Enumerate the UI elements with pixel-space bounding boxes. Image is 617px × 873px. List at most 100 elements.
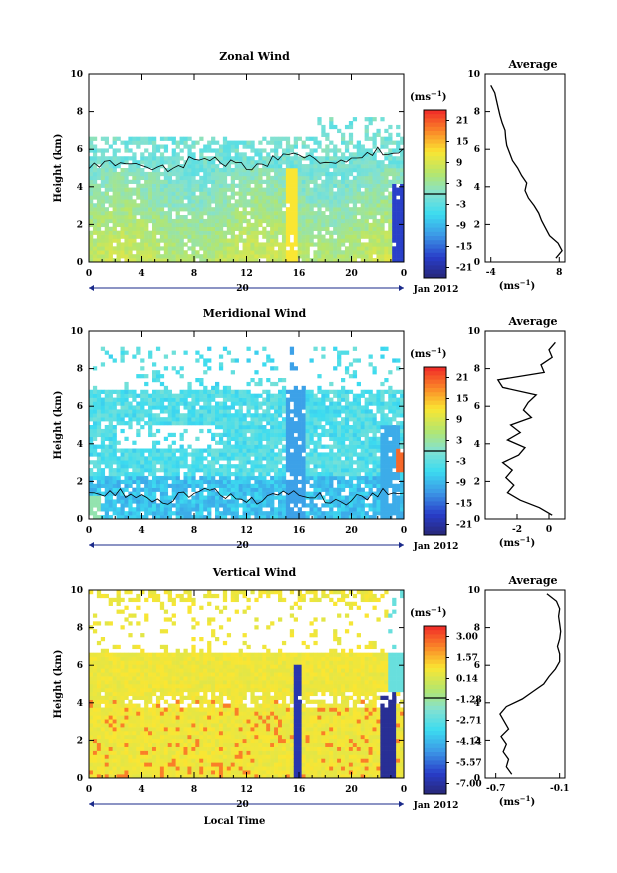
heatmap-cell [100,148,106,153]
heatmap-cell [116,487,121,492]
heatmap-cell [309,226,314,231]
heatmap-cell [344,370,350,375]
heatmap-cell [171,464,176,469]
heatmap-cell [388,515,393,520]
heatmap-cell [195,413,200,418]
heatmap-cell [313,511,318,516]
heatmap-cell [325,246,330,251]
heatmap-cell [360,215,365,220]
heatmap-cell [392,405,397,410]
x-tick-label: 4 [138,269,144,279]
heatmap-cell [175,238,180,243]
heatmap-cell [207,234,212,239]
heatmap-cell [293,140,298,145]
heatmap-cell [144,515,149,520]
heatmap-cell [352,211,358,216]
heatmap-cell [388,199,393,204]
heatmap-cell [203,495,208,500]
heatmap-cell [183,191,188,196]
heatmap-cell [262,168,267,173]
heatmap-cell [400,207,405,212]
heatmap-cell [266,203,271,208]
heatmap-cell [321,487,326,492]
heatmap-cell [215,199,220,204]
heatmap-cell [104,179,109,184]
heatmap-cell [175,503,180,508]
heatmap-cell [380,381,385,387]
heatmap-cell [132,409,137,414]
heatmap-cell [183,507,188,512]
heatmap-cell [321,148,326,153]
heatmap-cell [305,250,310,255]
heatmap-cell [120,203,125,208]
heatmap-cell [128,511,133,516]
heatmap-cell [301,179,306,184]
heatmap-cell [337,515,342,520]
heatmap-cell [203,250,208,255]
heatmap-cell [96,242,102,247]
heatmap-cell [136,171,141,177]
heatmap-cell [234,140,239,145]
heatmap-cell [376,226,381,231]
heatmap-cell [329,417,334,422]
heatmap-cell [360,246,365,251]
heatmap-cell [341,203,346,208]
heatmap-cell [148,175,153,181]
heatmap-cell [329,425,334,430]
heatmap-cell [226,215,232,220]
heatmap-cell [364,164,369,169]
heatmap-cell [396,475,401,481]
heatmap-cell [313,171,318,177]
heatmap-cell [250,195,255,200]
heatmap-cell [297,238,302,243]
heatmap-cell [270,164,275,169]
heatmap-cell [392,456,397,461]
heatmap-cell [187,389,192,394]
heatmap-cell [297,164,302,169]
heatmap-cell [159,487,165,492]
heatmap-cell [187,503,192,508]
heatmap-cell [132,152,137,157]
heatmap-cell [120,358,125,363]
heatmap-cell [317,464,322,469]
heatmap-cell [364,195,369,200]
heatmap-cell [356,246,361,251]
heatmap-cell [89,652,94,657]
heatmap-cell [112,246,117,251]
heatmap-cell [187,385,192,391]
heatmap-cell [297,495,302,500]
heatmap-cell [266,358,271,363]
heatmap-cell [120,511,125,516]
heatmap-cell [400,183,405,188]
heatmap-cell [266,354,271,359]
heatmap-cell [301,460,306,465]
heatmap-cell [100,195,106,200]
heatmap-cell [187,507,192,512]
heatmap-cell [195,397,200,402]
heatmap-cell [203,413,208,418]
heatmap-cell [175,468,180,473]
heatmap-cell [388,238,393,243]
heatmap-cell [258,183,263,188]
heatmap-cell [159,495,165,500]
heatmap-cell [124,405,129,410]
heatmap-cell [112,160,117,165]
heatmap-cell [222,242,228,247]
heatmap-cell [155,258,161,263]
heatmap-cell [380,393,385,398]
heatmap-cell [136,417,141,422]
heatmap-cell [289,222,295,228]
heatmap-cell [372,515,377,520]
heatmap-cell [352,460,358,465]
heatmap-cell [120,171,125,177]
heatmap-cell [136,168,141,173]
heatmap-cell [274,140,279,145]
heatmap-cell [112,187,117,192]
heatmap-cell [92,515,98,520]
heatmap-cell [128,230,133,235]
heatmap-cell [215,226,220,231]
heatmap-cell [281,409,287,414]
heatmap-cell [187,405,192,410]
heatmap-cell [301,199,306,204]
heatmap-cell [175,226,180,231]
